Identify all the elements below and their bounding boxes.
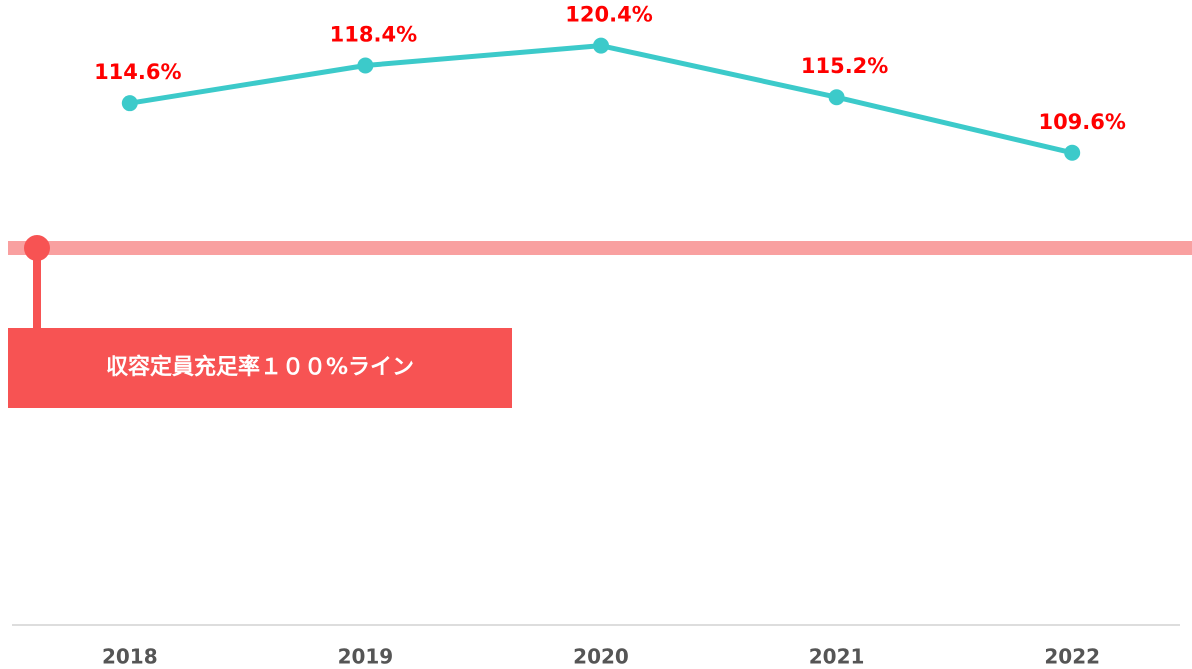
x-tick-label: 2022 xyxy=(1044,645,1100,669)
x-tick-label: 2018 xyxy=(102,645,158,669)
data-point xyxy=(828,89,845,106)
x-tick-label: 2021 xyxy=(809,645,865,669)
data-label: 118.4% xyxy=(330,22,417,46)
data-label: 109.6% xyxy=(1038,110,1125,134)
data-point xyxy=(1064,144,1081,161)
data-label: 114.6% xyxy=(94,60,181,84)
x-tick-label: 2020 xyxy=(573,645,629,669)
series-line xyxy=(129,43,1073,156)
reference-marker xyxy=(24,235,50,262)
x-tick-label: 2019 xyxy=(338,645,394,669)
data-point xyxy=(121,95,138,112)
data-label: 115.2% xyxy=(801,54,888,78)
data-point xyxy=(357,57,374,74)
data-label: 120.4% xyxy=(565,3,652,27)
reference-label-box xyxy=(8,328,512,408)
reference-label: 収容定員充足率１００%ライン xyxy=(106,354,414,380)
data-point xyxy=(593,37,609,54)
